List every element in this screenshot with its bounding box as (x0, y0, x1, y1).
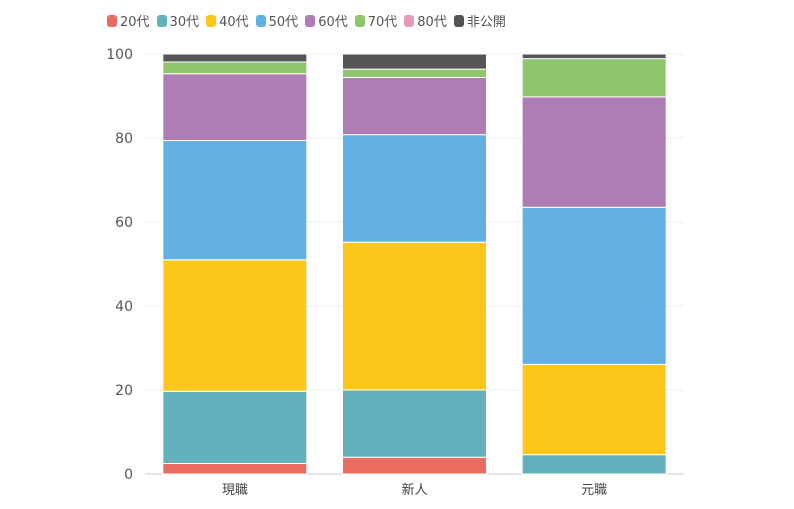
legend-label: 70代 (367, 15, 398, 30)
bar-segment[interactable] (342, 389, 487, 458)
y-tick-label: 60 (115, 215, 133, 231)
legend-label: 80代 (417, 15, 447, 30)
y-tick-label: 20 (115, 383, 133, 399)
bar-segment[interactable] (162, 259, 308, 392)
x-category-label: 新人 (401, 482, 427, 498)
bar-segment[interactable] (342, 53, 487, 70)
legend-swatch (354, 14, 365, 27)
legend: 20代 30代 40代 50代 60代 70代 80代 非公開 (107, 11, 506, 30)
y-tick-label: 0 (124, 467, 133, 483)
bar-segment[interactable] (162, 390, 308, 465)
y-tick-label: 100 (106, 47, 133, 63)
legend-label: 50代 (268, 15, 299, 30)
legend-item[interactable]: 70代 (354, 11, 398, 30)
legend-label: 40代 (219, 15, 249, 30)
legend-label: 非公開 (466, 15, 506, 30)
x-category-label: 元職 (581, 483, 607, 498)
y-tick-label: 80 (115, 131, 133, 147)
bar-segment[interactable] (521, 96, 667, 208)
legend-label: 20代 (120, 15, 150, 30)
legend-swatch (156, 14, 167, 27)
legend-swatch (305, 14, 316, 27)
bar-segment[interactable] (342, 77, 487, 136)
legend-item[interactable]: 50代 (255, 11, 299, 30)
bar-segment[interactable] (342, 68, 487, 79)
legend-item[interactable]: 80代 (404, 11, 447, 30)
bar-segment[interactable] (521, 58, 667, 98)
legend-label: 30代 (169, 15, 200, 30)
bar-segment[interactable] (521, 206, 667, 365)
legend-item[interactable]: 60代 (305, 11, 348, 30)
legend-swatch (107, 14, 117, 27)
bar-segment[interactable] (162, 53, 308, 63)
legend-swatch (255, 14, 266, 27)
bar-segment[interactable] (162, 463, 308, 475)
bar-segment[interactable] (342, 134, 487, 243)
legend-swatch (453, 14, 464, 27)
legend-swatch (206, 14, 217, 27)
bar-segment[interactable] (162, 73, 308, 142)
bar-segment[interactable] (521, 454, 667, 475)
bar-segment[interactable] (521, 53, 667, 60)
legend-item[interactable]: 非公開 (453, 11, 506, 30)
legend-item[interactable]: 20代 (107, 11, 150, 30)
legend-item[interactable]: 30代 (156, 11, 200, 30)
bar-segment[interactable] (342, 456, 487, 475)
bar-segment[interactable] (162, 140, 308, 261)
legend-item[interactable]: 40代 (206, 11, 249, 30)
bar-segment[interactable] (342, 241, 487, 391)
legend-swatch (404, 14, 415, 27)
legend-label: 60代 (318, 15, 348, 30)
bar-segment[interactable] (521, 363, 667, 456)
y-tick-label: 40 (115, 299, 133, 315)
x-category-label: 現職 (222, 483, 248, 498)
bar-segment[interactable] (162, 61, 308, 75)
